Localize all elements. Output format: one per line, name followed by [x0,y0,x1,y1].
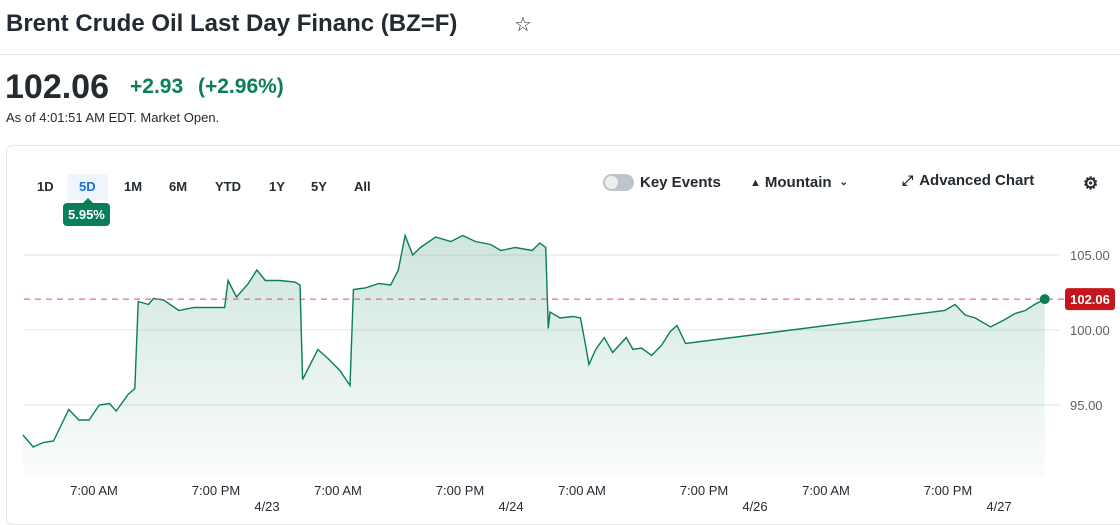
current-price-badge [1065,288,1115,311]
y-tick-label: 105.00 [1070,248,1110,263]
key-events-label: Key Events [640,174,721,191]
range-tab-1m[interactable]: 1M [124,179,143,194]
x-tick-label: 4/26 [742,499,767,514]
chart-type-label: Mountain [764,174,832,191]
advanced-chart-button[interactable]: ⤢ Advanced Chart [902,172,1034,189]
gear-icon[interactable]: ⚙ [1083,174,1099,193]
area-fill [23,235,1045,477]
x-tick-label: 7:00 PM [924,483,972,498]
range-tab-1y[interactable]: 1Y [269,179,285,194]
x-tick-label: 4/24 [498,499,523,514]
key-events-toggle[interactable]: Key Events [603,174,721,191]
mountain-icon: ▲ [750,176,761,189]
price-change: +2.93 [130,75,184,98]
price-line [22,233,1046,448]
x-tick-label: 4/27 [986,499,1011,514]
last-point-marker [1039,294,1050,305]
chart-type-select[interactable]: ▲ Mountain ⌄ [750,174,848,191]
x-tick-label: 7:00 AM [314,483,362,498]
price-change-percent: (+2.96%) [198,75,284,98]
page-title: Brent Crude Oil Last Day Financ (BZ=F) [6,10,458,37]
advanced-chart-label: Advanced Chart [919,172,1035,189]
x-tick-label: 7:00 AM [802,483,850,498]
y-tick-label: 100.00 [1070,323,1110,338]
toggle-switch[interactable] [603,174,634,191]
range-tab-6m[interactable]: 6M [169,179,188,194]
as-of-timestamp: As of 4:01:51 AM EDT. Market Open. [6,110,220,125]
x-tick-label: 7:00 AM [558,483,606,498]
chevron-down-icon: ⌄ [839,177,848,188]
x-tick-label: 4/23 [254,499,279,514]
y-tick-label: 95.00 [1070,398,1103,413]
range-tab-all[interactable]: All [354,179,371,194]
range-tab-1d[interactable]: 1D [37,179,54,194]
divider [0,54,1120,55]
range-tab-5y[interactable]: 5Y [311,179,327,194]
x-tick-label: 7:00 PM [436,483,484,498]
x-tick-label: 7:00 AM [70,483,118,498]
range-tab-5d[interactable]: 5D [67,174,108,200]
x-tick-label: 7:00 PM [192,483,240,498]
current-price: 102.06 [5,68,109,106]
expand-arrow-icon: ⤢ [902,172,914,188]
x-tick-label: 7:00 PM [680,483,728,498]
current-price-badge-label: 102.06 [1070,292,1110,307]
star-icon[interactable]: ☆ [514,14,532,36]
range-change-badge: 5.95% [63,198,110,226]
range-tab-ytd[interactable]: YTD [215,179,241,194]
